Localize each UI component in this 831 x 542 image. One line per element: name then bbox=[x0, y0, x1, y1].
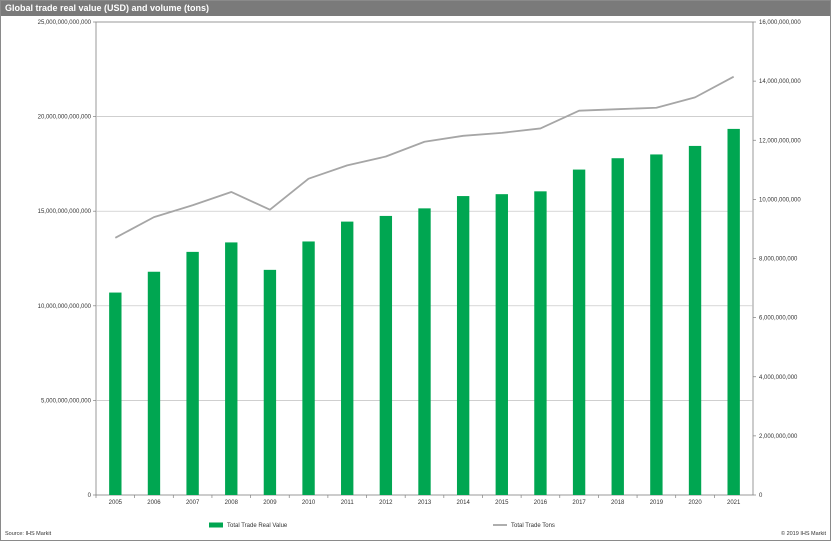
bar-2015 bbox=[495, 194, 508, 495]
bar-2008 bbox=[225, 242, 238, 495]
source-note: Source: IHS Markit bbox=[5, 531, 52, 537]
y-right-tick-label: 14,000,000,000 bbox=[759, 79, 801, 85]
legend-label-bar: Total Trade Real Value bbox=[227, 523, 288, 529]
x-tick-label: 2016 bbox=[534, 500, 548, 506]
bar-2011 bbox=[341, 221, 354, 495]
x-tick-label: 2005 bbox=[109, 500, 123, 506]
bar-2019 bbox=[650, 154, 663, 495]
y-right-tick-label: 6,000,000,000 bbox=[759, 316, 798, 322]
x-tick-label: 2010 bbox=[302, 500, 316, 506]
x-tick-label: 2019 bbox=[650, 500, 664, 506]
y-left-tick-label: 0 bbox=[88, 493, 92, 499]
bar-2009 bbox=[263, 269, 277, 495]
bar-2006 bbox=[147, 271, 161, 495]
y-right-tick-label: 12,000,000,000 bbox=[759, 138, 801, 144]
y-left-tick-label: 20,000,000,000,000 bbox=[38, 115, 92, 121]
y-right-tick-label: 2,000,000,000 bbox=[759, 434, 798, 440]
bar-2017 bbox=[572, 169, 586, 496]
bar-2016 bbox=[534, 191, 547, 496]
line-total-trade-tons bbox=[114, 75, 735, 239]
x-tick-label: 2011 bbox=[341, 500, 355, 506]
y-left-tick-label: 25,000,000,000,000 bbox=[38, 20, 92, 26]
chart-title: Global trade real value (USD) and volume… bbox=[1, 1, 830, 16]
x-tick-label: 2009 bbox=[263, 500, 277, 506]
x-tick-label: 2007 bbox=[186, 500, 200, 506]
bar-2014 bbox=[456, 196, 470, 495]
x-tick-label: 2015 bbox=[495, 500, 509, 506]
bar-2010 bbox=[302, 241, 315, 495]
y-left-tick-label: 15,000,000,000,000 bbox=[38, 209, 92, 215]
x-tick-label: 2014 bbox=[456, 500, 470, 506]
x-tick-label: 2012 bbox=[379, 500, 393, 506]
y-right-tick-label: 0 bbox=[759, 493, 763, 499]
copyright-note: © 2019 IHS Markit bbox=[780, 531, 826, 537]
x-tick-label: 2020 bbox=[688, 500, 702, 506]
y-right-tick-label: 10,000,000,000 bbox=[759, 197, 801, 203]
x-tick-label: 2008 bbox=[225, 500, 239, 506]
x-tick-label: 2006 bbox=[147, 500, 161, 506]
legend-swatch-bar bbox=[209, 522, 223, 528]
bar-2007 bbox=[186, 251, 199, 495]
x-tick-label: 2017 bbox=[572, 500, 586, 506]
y-right-tick-label: 4,000,000,000 bbox=[759, 375, 798, 381]
bar-2021 bbox=[727, 128, 740, 495]
y-right-tick-label: 16,000,000,000 bbox=[759, 20, 801, 26]
legend-label-line: Total Trade Tons bbox=[511, 523, 555, 529]
bar-2012 bbox=[379, 215, 393, 495]
x-tick-label: 2018 bbox=[611, 500, 625, 506]
y-left-tick-label: 5,000,000,000,000 bbox=[41, 398, 92, 404]
x-tick-label: 2021 bbox=[727, 500, 741, 506]
y-right-tick-label: 8,000,000,000 bbox=[759, 257, 798, 263]
bar-2020 bbox=[688, 145, 702, 495]
bar-2018 bbox=[611, 158, 624, 495]
bar-2005 bbox=[109, 292, 122, 495]
y-left-tick-label: 10,000,000,000,000 bbox=[38, 304, 92, 310]
x-tick-label: 2013 bbox=[418, 500, 432, 506]
bar-2013 bbox=[418, 208, 431, 495]
